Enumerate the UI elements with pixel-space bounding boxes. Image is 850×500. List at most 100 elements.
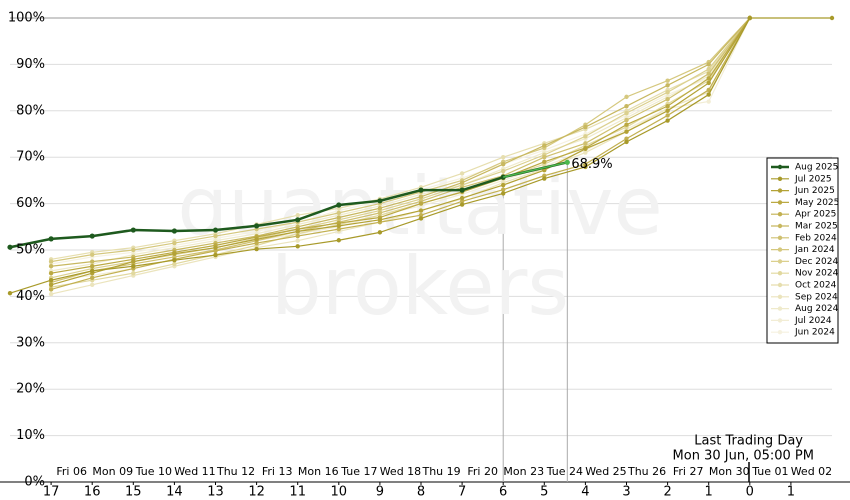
legend-label: Sep 2024: [795, 292, 838, 302]
data-point: [90, 275, 95, 281]
legend-label: Feb 2024: [795, 233, 837, 243]
data-point: [418, 213, 424, 218]
legend-marker: [777, 282, 783, 288]
y-tick-label: 50%: [16, 243, 45, 258]
data-point: [48, 287, 54, 292]
data-point: [377, 217, 383, 223]
date-tick-label: Fri 27: [673, 465, 704, 478]
series-line: [50, 17, 751, 272]
data-point: [583, 150, 588, 155]
data-point: [172, 258, 177, 263]
data-point: [583, 134, 588, 139]
data-point: [130, 227, 136, 233]
date-tick-label: Wed 02: [791, 465, 832, 478]
data-point: [624, 139, 629, 145]
data-point: [377, 206, 383, 211]
series-line: [50, 17, 751, 274]
data-point: [295, 213, 300, 218]
data-point: [706, 80, 711, 86]
series-line: [50, 17, 751, 286]
legend-marker: [777, 212, 783, 217]
series-line: [50, 17, 751, 263]
data-point: [48, 271, 54, 276]
x-tick-label: 12: [248, 485, 265, 500]
data-point: [90, 264, 95, 269]
data-point: [336, 202, 342, 208]
data-point: [377, 230, 383, 235]
data-point: [336, 226, 341, 232]
series-line: [50, 17, 751, 279]
data-point: [131, 271, 136, 276]
date-tick-label: Thu 12: [216, 465, 255, 478]
data-point: [665, 97, 670, 102]
x-tick-label: 16: [84, 485, 101, 500]
legend-label: Jun 2024: [794, 328, 835, 338]
data-point: [665, 113, 670, 118]
data-point: [7, 290, 13, 296]
data-point: [48, 264, 54, 269]
data-point: [254, 223, 260, 229]
series-line: [9, 17, 832, 294]
legend-label: Nov 2024: [795, 269, 839, 279]
legend-marker: [777, 235, 783, 240]
data-point: [48, 282, 54, 287]
data-point: [336, 215, 341, 220]
data-point: [336, 210, 341, 216]
data-point: [418, 216, 424, 221]
data-point: [665, 78, 670, 83]
data-point: [583, 141, 588, 146]
legend-label: Jun 2025: [794, 186, 835, 196]
data-point: [48, 259, 54, 264]
legend-label: May 2025: [795, 198, 839, 208]
x-tick-label: 6: [499, 485, 507, 500]
data-point: [90, 259, 95, 264]
data-point: [213, 248, 218, 254]
legend-marker: [777, 318, 783, 323]
data-point: [542, 143, 547, 148]
data-point: [336, 238, 341, 243]
data-point: [501, 161, 506, 167]
y-tick-label: 30%: [16, 335, 45, 350]
data-point: [418, 208, 424, 213]
x-tick-label: 13: [207, 485, 224, 500]
data-point: [295, 238, 300, 243]
x-tick-label: 11: [289, 485, 306, 500]
legend-marker: [777, 223, 783, 229]
legend-label: Apr 2025: [795, 210, 836, 220]
y-tick-label: 10%: [16, 428, 45, 443]
data-point: [459, 171, 465, 176]
data-point: [542, 155, 547, 160]
series-line: [50, 17, 751, 288]
annotation: Mon 30 Jun, 05:00 PM: [673, 449, 814, 464]
series-line: [9, 161, 568, 249]
data-point: [624, 136, 629, 141]
legend-marker: [777, 164, 783, 170]
data-point: [171, 228, 177, 234]
legend-marker: [777, 247, 783, 252]
data-point: [131, 259, 136, 264]
data-point: [254, 246, 259, 252]
watermark: brokers: [271, 240, 569, 333]
legend-label: Jul 2025: [794, 174, 832, 184]
data-point: [706, 66, 711, 72]
data-point: [665, 118, 670, 123]
date-tick-label: Wed 25: [585, 465, 626, 478]
date-tick-label: Tue 17: [340, 465, 377, 478]
data-point: [459, 187, 465, 193]
date-tick-label: Tue 24: [546, 465, 583, 478]
date-tick-label: Mon 09: [92, 465, 133, 478]
date-tick-label: Tue 10: [135, 465, 172, 478]
x-tick-label: 8: [417, 485, 425, 500]
y-tick-label: 40%: [16, 289, 45, 304]
data-point: [501, 155, 506, 160]
x-tick-label: 10: [331, 485, 348, 500]
data-point: [564, 159, 570, 165]
plot-area: 68.9%: [7, 15, 835, 297]
x-tick-label: 14: [166, 485, 183, 500]
data-point: [542, 159, 547, 165]
data-point: [254, 240, 259, 246]
y-tick-label: 100%: [8, 11, 45, 26]
data-point: [377, 198, 383, 204]
legend-label: Dec 2024: [795, 257, 838, 267]
